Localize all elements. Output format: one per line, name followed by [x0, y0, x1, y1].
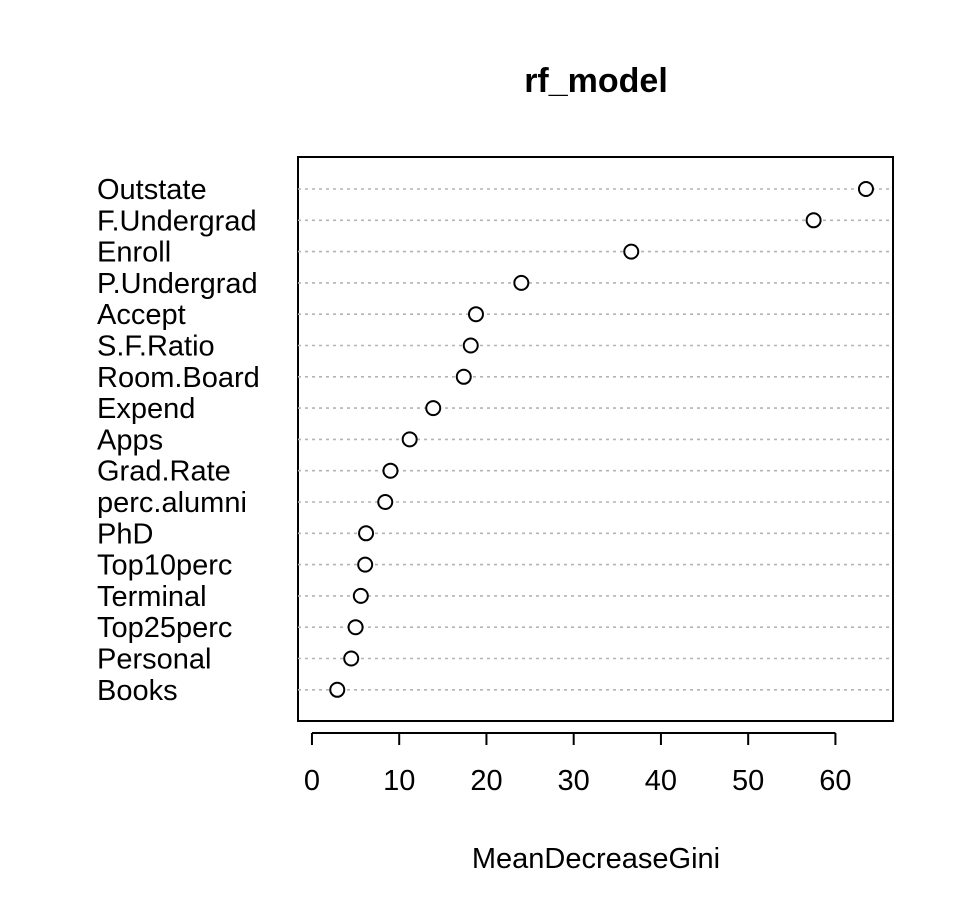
- category-label: Terminal: [97, 581, 207, 613]
- category-label: PhD: [97, 518, 153, 550]
- category-label: Personal: [97, 644, 211, 676]
- data-point: [357, 556, 374, 573]
- data-point: [623, 243, 640, 260]
- data-point: [329, 681, 346, 698]
- data-point: [513, 274, 530, 291]
- data-point: [462, 337, 479, 354]
- category-label: Enroll: [97, 237, 171, 269]
- data-point: [805, 212, 822, 229]
- data-point: [352, 587, 369, 604]
- category-label: Books: [97, 675, 178, 707]
- category-label: Grad.Rate: [97, 456, 231, 488]
- category-label: Room.Board: [97, 362, 260, 394]
- data-point: [401, 431, 418, 448]
- category-label: P.Undergrad: [97, 268, 258, 300]
- x-tick-label: 40: [645, 765, 677, 797]
- category-label: perc.alumni: [97, 487, 247, 519]
- category-label: Accept: [97, 299, 186, 331]
- x-tick-label: 30: [558, 765, 590, 797]
- category-label: Top25perc: [97, 612, 232, 644]
- x-tick-label: 60: [819, 765, 851, 797]
- data-point: [343, 650, 360, 667]
- data-point: [382, 462, 399, 479]
- x-tick-label: 20: [470, 765, 502, 797]
- category-label: Top10perc: [97, 550, 232, 582]
- data-points: [329, 181, 874, 698]
- category-labels: OutstateF.UndergradEnrollP.UndergradAcce…: [97, 174, 260, 707]
- data-point: [455, 368, 472, 385]
- data-point: [377, 494, 394, 510]
- x-axis-title: MeanDecreaseGini: [472, 843, 720, 875]
- category-label: Apps: [97, 424, 163, 456]
- category-label: S.F.Ratio: [97, 331, 215, 363]
- x-axis: 0 10 20 30 40 50 60: [304, 732, 852, 797]
- x-tick-label: 10: [383, 765, 415, 797]
- grid-lines: [298, 188, 893, 691]
- category-label: Expend: [97, 393, 195, 425]
- data-point: [467, 306, 484, 323]
- category-label: Outstate: [97, 174, 207, 206]
- chart-title: rf_model: [524, 62, 668, 100]
- x-tick-label: 0: [304, 765, 320, 797]
- category-label: F.Undergrad: [97, 205, 257, 237]
- data-point: [347, 619, 364, 636]
- x-tick-label: 50: [732, 765, 764, 797]
- data-point: [857, 181, 874, 197]
- data-point: [425, 400, 442, 417]
- data-point: [358, 525, 375, 542]
